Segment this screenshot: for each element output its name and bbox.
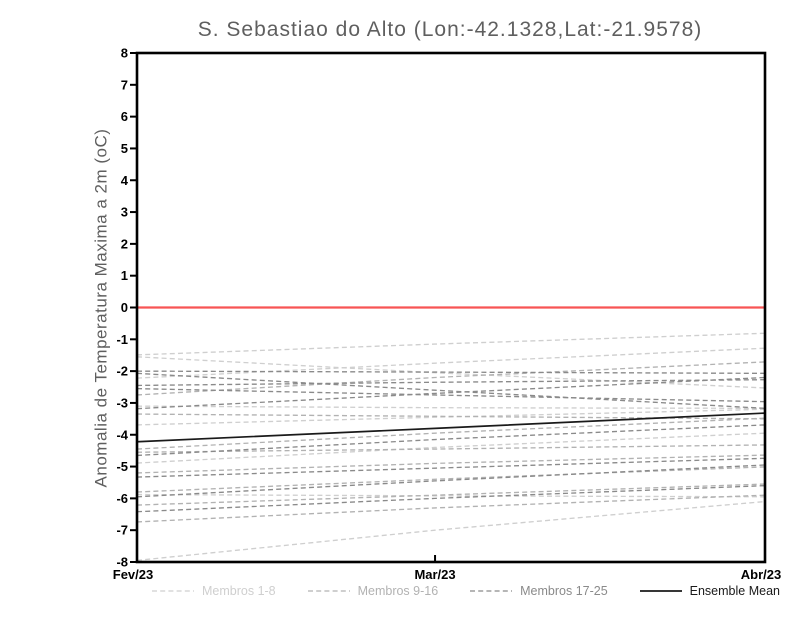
ensemble-member-line-group-3 [136,387,766,403]
legend-label: Membros 17-25 [520,584,608,598]
y-axis-tick-label: -3 [116,395,128,410]
y-axis-tick-label: 8 [121,46,128,61]
ensemble-member-line-group-1 [136,405,766,410]
ensemble-member-line-group-3 [136,464,766,498]
ensemble-member-line-group-2 [136,417,766,450]
dashed-line-sample-icon [307,590,350,592]
x-axis-tick-label: Mar/23 [414,567,455,582]
y-axis-tick-label: 7 [121,77,128,92]
y-axis-tick-label: -2 [116,364,128,379]
y-axis-tick-label: -8 [116,555,128,570]
y-axis-tick-label: -5 [116,459,128,474]
legend-label: Membros 9-16 [357,584,439,598]
ensemble-member-line-group-1 [136,432,766,464]
y-axis-tick-label: -7 [116,523,128,538]
solid-line-sample-icon [639,590,682,592]
legend-label: Ensemble Mean [689,584,780,598]
dashed-line-sample-icon [152,590,194,592]
ensemble-member-line-group-2 [136,494,766,523]
ensemble-member-line-group-2 [136,483,766,506]
legend-label: Membros 1-8 [202,584,276,598]
y-axis-tick-label: 5 [121,141,128,156]
chart-title: S. Sebastiao do Alto (Lon:-42.1328,Lat:-… [197,18,703,41]
x-axis-tick-label: Abr/23 [741,567,781,582]
ensemble-member-line-group-3 [136,376,766,410]
ensemble-member-line-group-1 [136,347,766,379]
ensemble-member-line-group-3 [136,379,766,387]
ensemble-mean-line [136,412,766,443]
y-axis-tick-label: -6 [116,491,128,506]
ensemble-member-line-group-1 [136,408,766,426]
y-axis-tick-label: -1 [116,332,128,347]
y-axis-tick-label: 1 [121,268,128,283]
ensemble-member-line-group-2 [136,444,766,453]
ensemble-member-line-group-3 [136,424,766,457]
legend-item: Membros 1-8 [152,584,276,598]
x-axis-tick-label: Fev/23 [113,567,153,582]
chart-legend: Membros 1-8 Membros 9-16 Membros 17-25 Ense… [152,584,780,598]
ensemble-member-line-group-1 [136,500,766,562]
y-axis-tick-label: 3 [121,205,128,220]
ensemble-member-line-group-2 [136,454,766,474]
ensemble-member-line-group-3 [136,372,766,410]
ensemble-member-line-group-2 [136,361,766,396]
legend-item: Membros 17-25 [470,584,608,598]
y-axis-tick-label: 0 [121,300,128,315]
legend-item: Membros 9-16 [307,584,439,598]
y-axis-tick-label: 6 [121,109,128,124]
ensemble-member-line-group-2 [136,466,766,493]
ensemble-member-line-group-3 [136,457,766,478]
ensemble-member-line-group-3 [136,370,766,375]
y-axis-tick-label: 2 [121,236,128,251]
y-axis-tick-label: -4 [116,427,128,442]
dashed-line-sample-icon [470,590,513,592]
legend-item: Ensemble Mean [639,584,780,598]
ensemble-member-line-group-3 [136,484,766,513]
y-axis-tick-label: 4 [121,173,129,188]
ensemble-member-line-group-1 [136,332,766,356]
